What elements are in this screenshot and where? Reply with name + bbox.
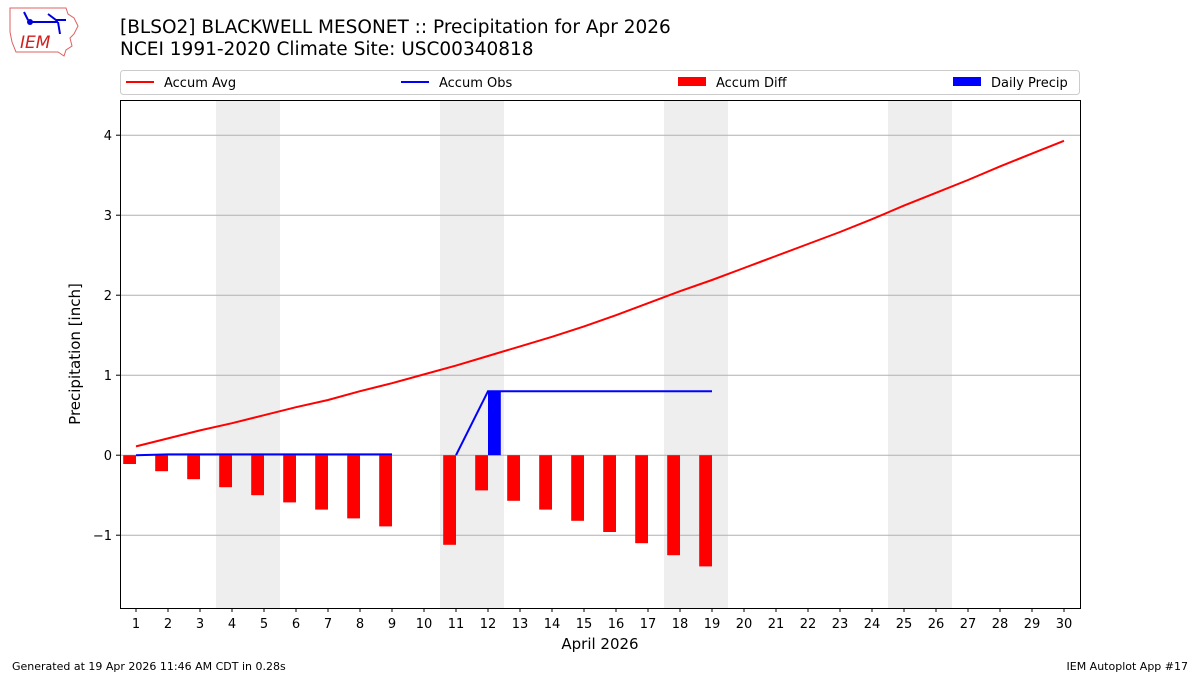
accum-diff-bar [667, 455, 680, 556]
y-tick-label: 3 [104, 209, 112, 224]
x-tick-label: 29 [1024, 617, 1041, 632]
title-line-2: NCEI 1991-2020 Climate Site: USC00340818 [120, 39, 534, 60]
x-tick-label: 26 [928, 617, 945, 632]
chart-title: [BLSO2] BLACKWELL MESONET :: Precipitati… [120, 17, 671, 61]
x-tick-label: 19 [704, 617, 721, 632]
accum-diff-bar [603, 455, 616, 532]
x-tick-label: 10 [416, 617, 433, 632]
iem-logo: IEM [8, 4, 80, 62]
accum-diff-bar [507, 455, 520, 501]
x-tick-label: 4 [228, 617, 236, 632]
x-tick-label: 17 [640, 617, 657, 632]
accum-diff-bar [251, 455, 264, 496]
legend-swatch [953, 77, 981, 86]
accum-diff-bar [699, 455, 712, 567]
x-tick-label: 18 [672, 617, 689, 632]
x-tick-label: 30 [1056, 617, 1073, 632]
x-tick-label: 8 [356, 617, 364, 632]
legend-swatch [678, 77, 706, 86]
title-line-1: [BLSO2] BLACKWELL MESONET :: Precipitati… [120, 17, 671, 38]
y-tick-label: 0 [104, 449, 112, 464]
x-tick-label: 20 [736, 617, 753, 632]
accum-diff-bar [187, 455, 200, 480]
weekend-shade [216, 100, 280, 608]
x-tick-label: 23 [832, 617, 849, 632]
generated-timestamp: Generated at 19 Apr 2026 11:46 AM CDT in… [12, 660, 286, 673]
daily-precip-bar [488, 391, 501, 456]
x-tick-label: 9 [388, 617, 396, 632]
x-tick-label: 1 [132, 617, 140, 632]
x-tick-label: 21 [768, 617, 785, 632]
x-tick-label: 12 [480, 617, 497, 632]
x-tick-label: 7 [324, 617, 332, 632]
accum-diff-bar [379, 455, 392, 527]
y-tick-label: 2 [104, 289, 112, 304]
accum-diff-bar [315, 455, 328, 510]
x-tick-label: 24 [864, 617, 881, 632]
accum-obs-line [455, 390, 712, 456]
accum-diff-bar [155, 455, 168, 472]
accum-diff-bar [443, 455, 456, 545]
x-tick-label: 28 [992, 617, 1009, 632]
y-tick-label: −1 [93, 529, 112, 544]
x-tick-label: 25 [896, 617, 913, 632]
x-tick-label: 2 [164, 617, 172, 632]
legend-label: Daily Precip [991, 76, 1068, 91]
legend: Accum Avg Accum Obs Accum Diff Daily Precip [120, 70, 1080, 95]
x-tick-label: 6 [292, 617, 300, 632]
accum-diff-bar [571, 455, 584, 521]
accum-diff-bar [123, 455, 136, 464]
accum-diff-bar [283, 455, 296, 503]
x-tick-label: 27 [960, 617, 977, 632]
accum-diff-bar [475, 455, 488, 491]
y-tick-label: 4 [104, 129, 112, 144]
x-tick-label: 11 [448, 617, 465, 632]
svg-text:IEM: IEM [20, 33, 51, 53]
accum-obs-line [135, 453, 392, 457]
accum-diff-bar [539, 455, 552, 510]
y-axis-label: Precipitation [inch] [66, 283, 84, 425]
x-tick-label: 3 [196, 617, 204, 632]
accum-diff-bar [635, 455, 648, 544]
x-tick-label: 16 [608, 617, 625, 632]
x-tick-label: 5 [260, 617, 268, 632]
x-tick-label: 14 [544, 617, 561, 632]
plot-frame [120, 100, 1081, 609]
accum-diff-bar [219, 455, 232, 488]
x-tick-label: 13 [512, 617, 529, 632]
app-label: IEM Autoplot App #17 [1066, 660, 1189, 673]
legend-label: Accum Avg [164, 76, 236, 91]
legend-label: Accum Obs [439, 76, 512, 91]
weekend-shade [888, 100, 952, 608]
x-tick-label: 15 [576, 617, 593, 632]
accum-avg-line [135, 139, 1065, 448]
y-tick-label: 1 [104, 369, 112, 384]
x-tick-label: 22 [800, 617, 817, 632]
legend-label: Accum Diff [716, 76, 788, 91]
accum-diff-bar [347, 455, 360, 519]
x-axis-label: April 2026 [561, 635, 638, 653]
